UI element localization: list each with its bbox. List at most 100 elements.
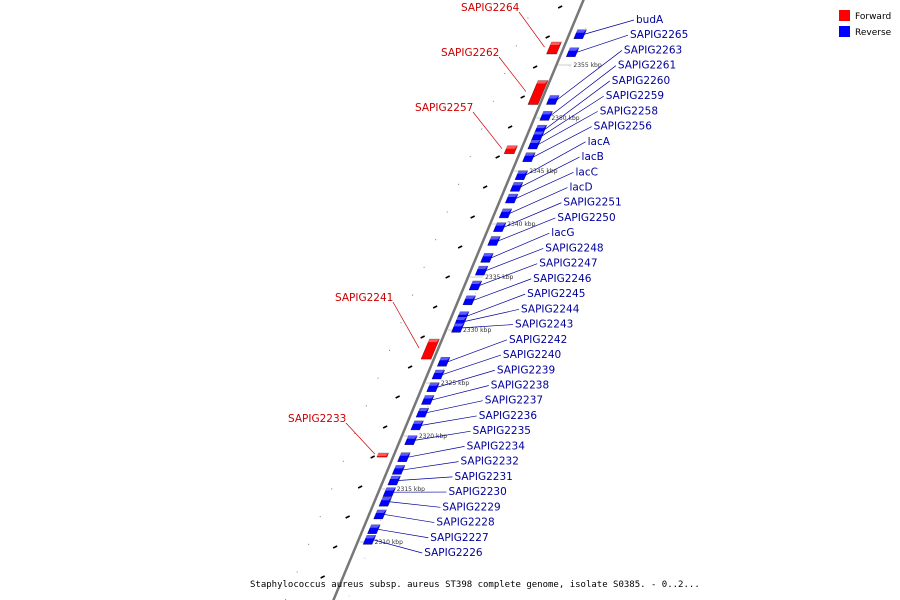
reverse-gene[interactable] — [397, 452, 411, 462]
gene-leader-line — [389, 501, 441, 508]
forward-gene[interactable] — [546, 41, 562, 55]
gene-label[interactable]: SAPIG2238 — [491, 379, 549, 391]
gene-label[interactable]: SAPIG2236 — [479, 410, 538, 422]
gene-label[interactable]: SAPIG2260 — [612, 75, 670, 87]
reverse-gene[interactable] — [437, 357, 451, 367]
gene-label[interactable]: SAPIG2264 — [461, 2, 520, 14]
gene-label[interactable]: SAPIG2242 — [509, 334, 567, 346]
reverse-gene[interactable] — [426, 382, 440, 392]
gene-leader-line — [473, 278, 532, 301]
forward-gene[interactable] — [503, 145, 518, 154]
reverse-gene[interactable] — [378, 497, 392, 507]
gene-label[interactable]: lacB — [582, 151, 604, 163]
reverse-gene[interactable] — [522, 152, 536, 162]
scale-tick — [470, 215, 476, 219]
gene-leader-line — [541, 95, 604, 137]
gene-leader-line — [442, 354, 502, 375]
gene-label[interactable]: SAPIG2257 — [415, 102, 473, 114]
reverse-gene[interactable] — [451, 323, 465, 333]
reverse-gene[interactable] — [474, 265, 489, 276]
gene-leader-line — [373, 539, 423, 554]
scale-tick — [332, 545, 338, 549]
gene-label[interactable]: SAPIG2251 — [563, 197, 621, 209]
gene-leader-line — [407, 446, 465, 458]
scale-tick — [507, 125, 513, 129]
gene-label[interactable]: SAPIG2237 — [485, 395, 543, 407]
gene-label[interactable]: SAPIG2241 — [335, 292, 393, 304]
gene-label[interactable]: SAPIG2256 — [594, 121, 653, 133]
gene-label[interactable]: budA — [636, 14, 664, 26]
gene-label[interactable]: SAPIG2262 — [441, 47, 499, 59]
forward-gene[interactable] — [527, 80, 549, 105]
gene-leader-line — [414, 430, 471, 441]
gene-label[interactable]: SAPIG2245 — [527, 288, 585, 300]
gene-label[interactable]: SAPIG2250 — [557, 212, 615, 224]
reverse-gene[interactable] — [565, 47, 580, 57]
gene-leader-line — [421, 415, 477, 426]
gene-label[interactable]: SAPIG2229 — [442, 501, 500, 513]
gene-label[interactable]: SAPIG2230 — [448, 486, 506, 498]
reverse-gene[interactable] — [367, 524, 381, 534]
reverse-gene[interactable] — [546, 95, 560, 105]
gene-leader-line — [576, 34, 629, 53]
scale-tick — [357, 485, 363, 489]
reverse-gene[interactable] — [431, 369, 445, 380]
scale-tick — [520, 95, 526, 99]
reverse-gene[interactable] — [462, 295, 476, 305]
gene-label[interactable]: lacG — [551, 227, 574, 239]
gene-label[interactable]: lacD — [569, 182, 592, 194]
reverse-gene[interactable] — [415, 408, 430, 418]
gene-label[interactable]: SAPIG2233 — [288, 413, 346, 425]
reverse-gene[interactable] — [514, 170, 528, 180]
gene-label[interactable]: lacA — [588, 136, 611, 148]
gene-label[interactable]: SAPIG2265 — [630, 29, 688, 41]
reverse-gene[interactable] — [373, 509, 387, 520]
gene-leader-line — [479, 263, 538, 286]
reverse-gene[interactable] — [498, 208, 513, 219]
reverse-genes: budA SAPIG2265 SAPIG2263 SAPIG2261 SAPIG2260… — [362, 14, 688, 559]
reverse-gene[interactable] — [387, 475, 401, 486]
gene-label[interactable]: lacC — [576, 166, 598, 178]
gene-label[interactable]: SAPIG2244 — [521, 303, 580, 315]
gene-leader-line — [538, 111, 598, 145]
reverse-gene[interactable] — [468, 280, 483, 291]
reverse-gene[interactable] — [487, 236, 501, 246]
gene-label[interactable]: SAPIG2235 — [473, 425, 531, 437]
forward-gene[interactable] — [375, 452, 389, 458]
gene-label[interactable]: SAPIG2228 — [436, 517, 494, 529]
gene-label[interactable]: SAPIG2243 — [515, 319, 573, 331]
reverse-gene[interactable] — [404, 435, 418, 445]
reverse-gene[interactable] — [505, 193, 519, 204]
gene-label[interactable]: SAPIG2240 — [503, 349, 561, 361]
gene-label[interactable]: SAPIG2234 — [467, 440, 526, 452]
map-caption: Staphylococcus aureus subsp. aureus ST39… — [250, 580, 700, 590]
reverse-gene[interactable] — [493, 222, 507, 232]
reverse-gene[interactable] — [527, 139, 541, 150]
gene-label[interactable]: SAPIG2246 — [533, 273, 592, 285]
reverse-gene[interactable] — [573, 29, 587, 39]
gene-label[interactable]: SAPIG2258 — [600, 105, 658, 117]
scale-label: 2335 kbp — [485, 274, 513, 281]
gene-label[interactable]: SAPIG2226 — [424, 547, 483, 559]
gene-leader-line — [498, 56, 527, 92]
gene-label[interactable]: SAPIG2261 — [618, 60, 676, 72]
gene-leader-line — [345, 422, 376, 455]
gene-label[interactable]: SAPIG2263 — [624, 44, 682, 56]
scale-tick — [445, 275, 451, 279]
reverse-gene[interactable] — [362, 535, 377, 545]
reverse-gene[interactable] — [391, 465, 406, 475]
gene-label[interactable]: SAPIG2232 — [461, 456, 519, 468]
gene-label[interactable]: SAPIG2247 — [539, 258, 597, 270]
reverse-gene[interactable] — [421, 395, 435, 405]
reverse-gene[interactable] — [539, 111, 553, 121]
gene-label[interactable]: SAPIG2227 — [430, 532, 488, 544]
gene-label[interactable]: SAPIG2259 — [606, 90, 664, 102]
gene-label[interactable]: SAPIG2248 — [545, 242, 603, 254]
gene-label[interactable]: SAPIG2231 — [455, 471, 513, 483]
reverse-gene[interactable] — [410, 420, 424, 431]
reverse-gene[interactable] — [509, 182, 524, 192]
forward-gene[interactable] — [420, 338, 440, 360]
reverse-gene[interactable] — [480, 253, 494, 263]
gene-label[interactable]: SAPIG2239 — [497, 364, 555, 376]
reverse-gene[interactable] — [382, 487, 396, 497]
